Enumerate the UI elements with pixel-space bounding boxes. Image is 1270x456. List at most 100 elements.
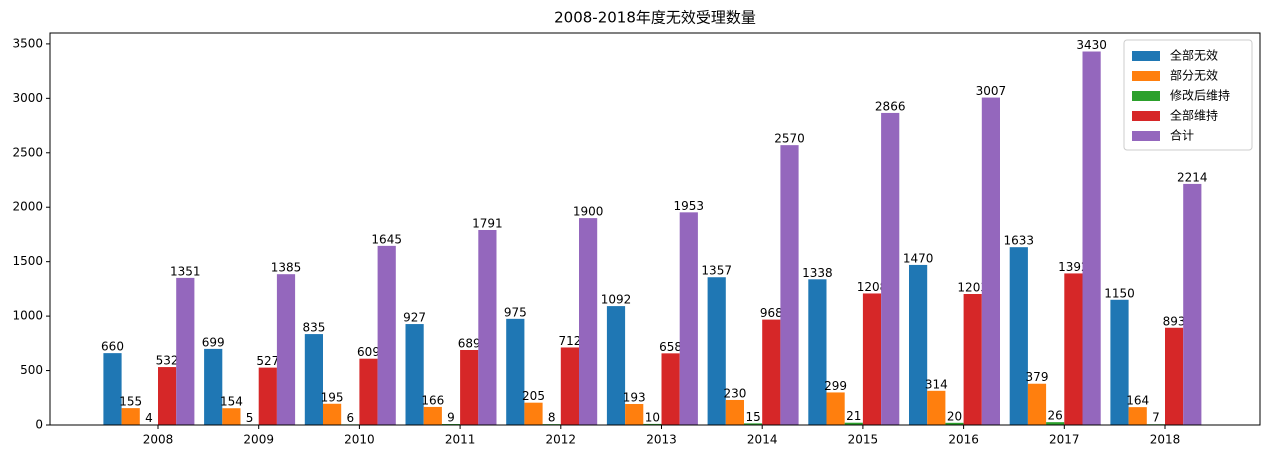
chart-title: 2008-2018年度无效受理数量: [554, 9, 756, 27]
bar: [963, 294, 982, 425]
legend-label: 部分无效: [1170, 68, 1218, 83]
value-label: 2866: [875, 99, 906, 113]
bar: [945, 422, 964, 425]
value-label: 532: [156, 354, 179, 368]
value-label: 1385: [271, 261, 302, 275]
legend-swatch: [1132, 51, 1160, 61]
bar: [121, 408, 140, 425]
bar: [606, 306, 626, 425]
value-label: 6: [346, 411, 354, 425]
bar: [679, 212, 698, 425]
bar: [176, 277, 195, 425]
value-label: 15: [745, 410, 760, 424]
value-label: 3007: [976, 84, 1007, 98]
value-label: 21: [846, 409, 861, 423]
legend-swatch: [1132, 71, 1160, 81]
value-label: 164: [1126, 394, 1149, 408]
bar: [204, 348, 223, 425]
bar: [1009, 247, 1028, 425]
bar: [1110, 299, 1129, 425]
value-label: 1092: [601, 293, 632, 307]
bar: [808, 279, 827, 425]
bar: [909, 264, 928, 425]
bar: [661, 353, 680, 425]
value-label: 193: [623, 390, 646, 404]
value-label: 9: [447, 411, 455, 425]
value-label: 975: [504, 305, 527, 319]
value-label: 699: [202, 335, 225, 349]
x-tick-label: 2018: [1150, 433, 1181, 447]
value-label: 166: [421, 393, 444, 407]
value-label: 1645: [371, 232, 402, 246]
value-label: 195: [321, 390, 344, 404]
value-label: 8: [548, 411, 556, 425]
y-tick-label: 500: [20, 363, 43, 377]
value-label: 2570: [774, 132, 805, 146]
x-tick-label: 2016: [948, 433, 979, 447]
legend-label: 修改后维持: [1170, 88, 1230, 103]
x-tick-label: 2010: [344, 433, 375, 447]
y-tick-label: 1000: [12, 309, 43, 323]
value-label: 10: [645, 410, 660, 424]
bar: [707, 277, 726, 425]
y-tick-label: 1500: [12, 254, 43, 268]
bar: [158, 367, 177, 425]
bar: [304, 334, 323, 425]
bar: [762, 319, 781, 425]
bar: [460, 349, 479, 425]
x-tick-label: 2008: [143, 433, 174, 447]
legend-label: 全部无效: [1170, 48, 1218, 63]
value-label: 835: [302, 321, 325, 335]
x-tick-label: 2013: [646, 433, 677, 447]
value-label: 1351: [170, 264, 201, 278]
value-label: 968: [760, 306, 783, 320]
value-label: 4: [145, 411, 153, 425]
value-label: 1203: [957, 281, 988, 295]
bar: [359, 358, 378, 425]
value-label: 1791: [472, 216, 503, 230]
legend-box: [1123, 39, 1253, 151]
value-label: 1633: [1004, 234, 1035, 248]
value-label: 1953: [674, 199, 705, 213]
value-label: 26: [1048, 409, 1063, 423]
bar: [881, 112, 900, 426]
bar: [478, 229, 497, 425]
value-label: 230: [723, 386, 746, 400]
bar: [625, 403, 644, 425]
bar: [1165, 327, 1184, 425]
bar: [524, 402, 543, 425]
value-label: 609: [357, 345, 380, 359]
value-label: 927: [403, 311, 426, 325]
x-tick-label: 2014: [747, 433, 778, 447]
bar: [377, 245, 396, 425]
value-label: 893: [1163, 314, 1186, 328]
value-label: 1357: [701, 264, 732, 278]
bar: [276, 274, 296, 425]
bar: [725, 399, 744, 425]
y-tick-label: 2500: [12, 145, 43, 159]
value-label: 299: [824, 379, 847, 393]
bar: [780, 145, 799, 425]
bar: [103, 353, 122, 425]
value-label: 7: [1152, 411, 1160, 425]
value-label: 1208: [857, 280, 888, 294]
bar: [1183, 183, 1202, 425]
bar: [1064, 273, 1083, 425]
bar: [1128, 407, 1147, 425]
plot-frame: [49, 32, 1261, 426]
bar: [826, 392, 845, 425]
value-label: 658: [659, 340, 682, 354]
value-label: 689: [458, 336, 481, 350]
bar: [222, 408, 241, 425]
value-label: 3430: [1076, 38, 1107, 52]
legend-label: 全部维持: [1170, 108, 1218, 123]
y-tick-label: 2000: [12, 200, 43, 214]
value-label: 1900: [573, 205, 604, 219]
x-tick-label: 2009: [243, 433, 274, 447]
bar: [844, 422, 863, 425]
value-label: 712: [558, 334, 581, 348]
value-label: 1470: [903, 251, 934, 265]
x-tick-label: 2012: [546, 433, 577, 447]
bar: [1027, 383, 1047, 425]
